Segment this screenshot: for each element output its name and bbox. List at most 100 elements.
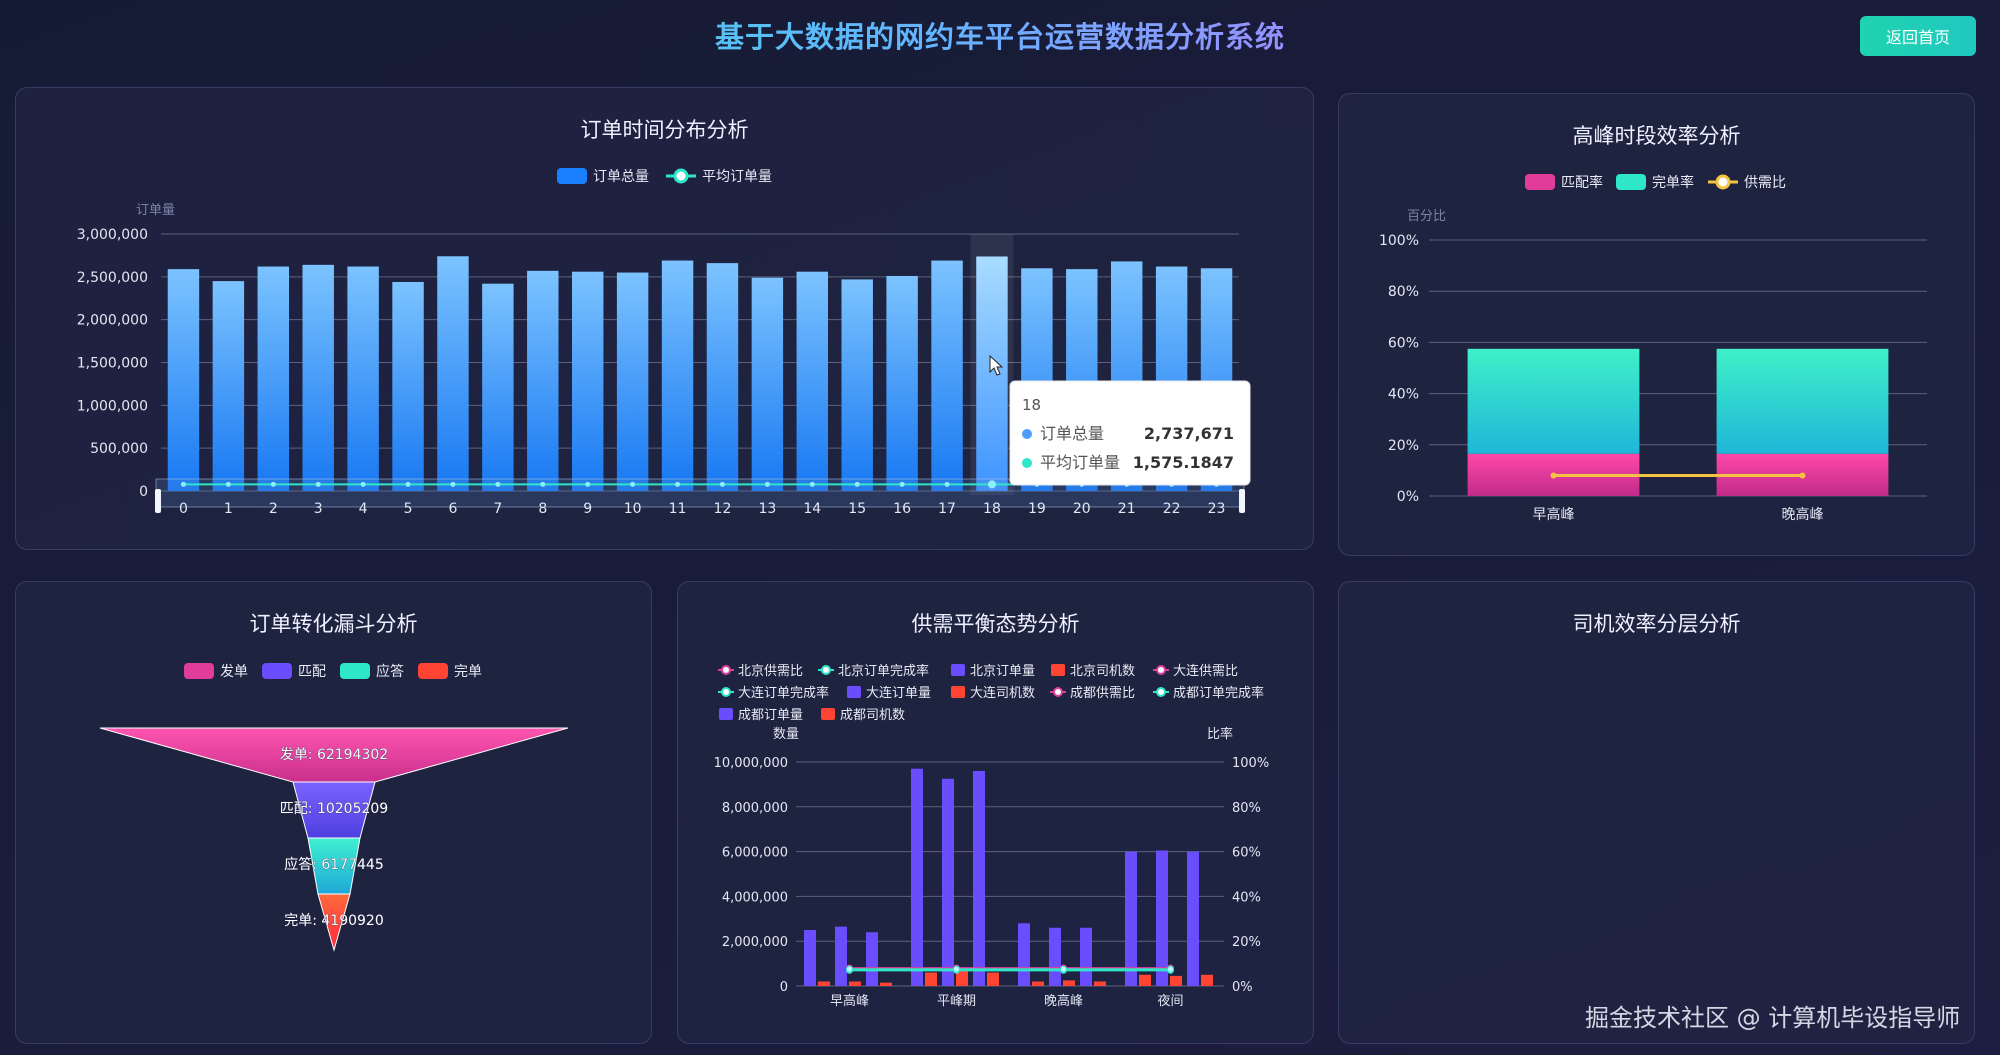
tooltip-value: 1,575.1847 — [1133, 453, 1234, 472]
y-tick-label: 1,500,000 — [77, 356, 148, 372]
point-avg-orders — [675, 481, 681, 487]
tooltip-label: 订单总量 — [1040, 424, 1104, 443]
bar-driver-count — [1094, 981, 1106, 986]
bar-order-total — [167, 269, 200, 491]
bar-complete-rate — [1716, 348, 1889, 454]
x-tick-label: 夜间 — [1157, 994, 1183, 1009]
bar-order-volume — [942, 778, 954, 986]
funnel-segment — [317, 893, 351, 952]
legend-match-rate-swatch — [1525, 174, 1555, 190]
legend-swatch-dot — [1156, 665, 1166, 675]
x-tick-label: 12 — [714, 501, 732, 517]
panel-order-time: 订单时间分布分析 订单总量 平均订单量 订单量 3,000,000 2,500,000 2… — [15, 87, 1314, 550]
bar-order-total — [616, 272, 649, 491]
x-tick-label: 14 — [803, 501, 821, 517]
cursor-icon — [989, 354, 1004, 376]
panel-supply-demand: 供需平衡态势分析 北京供需比 北京订单完成率 北京订单量 北京司机数 大连供需比 大连订单… — [677, 581, 1314, 1044]
tooltip: 18 订单总量 2,737,671 平均订单量 1,575.1847 — [1009, 380, 1251, 486]
legend-label: 北京订单量 — [970, 664, 1035, 679]
order-time-chart[interactable]: 订单总量 平均订单量订单量3,000,0002,500,0002,000,0001… — [16, 88, 1315, 551]
bar-order-volume — [1049, 927, 1061, 986]
bar-order-total — [392, 281, 424, 491]
legend-funnel-0-label: 发单 — [220, 664, 248, 680]
x-tick-label: 18 — [983, 501, 1001, 517]
y-tick-label: 6,000,000 — [722, 846, 788, 861]
y-tick-label: 40% — [1388, 387, 1419, 403]
y-tick-label: 1,000,000 — [77, 398, 148, 414]
x-tick-label: 5 — [404, 501, 413, 517]
point-supply-ratio — [1550, 472, 1557, 479]
bar-order-total — [706, 263, 739, 491]
y-tick-label: 10,000,000 — [714, 756, 788, 771]
y-tick-label: 2,000,000 — [77, 313, 148, 329]
x-tick-label: 4 — [359, 501, 368, 517]
bar-order-total — [571, 271, 604, 491]
bar-driver-count — [1201, 974, 1213, 986]
point-avg-orders — [987, 480, 996, 489]
y2-tick-label: 20% — [1232, 935, 1261, 950]
x-tick-label: 9 — [583, 501, 592, 517]
legend-complete-rate-label: 完单率 — [1652, 174, 1694, 191]
funnel-label: 应答: 6177445 — [284, 856, 384, 873]
panel-funnel: 订单转化漏斗分析 发单 匹配 应答 完单 发单: 62194302 匹配: 1020520… — [15, 581, 652, 1044]
bar-order-volume — [866, 932, 878, 986]
bar-order-total — [931, 260, 963, 491]
y-tick-label: 2,000,000 — [722, 935, 788, 950]
bar-order-total — [527, 270, 559, 491]
legend-supply-ratio-swatch-dot — [1715, 174, 1731, 190]
legend-swatch-dot — [1156, 687, 1166, 697]
tooltip-dot — [1022, 429, 1032, 439]
legend-funnel-3-label: 完单 — [454, 664, 482, 680]
bar-order-total — [661, 260, 694, 491]
y-tick-label: 0 — [139, 484, 148, 500]
home-button[interactable]: 返回首页 — [1860, 16, 1976, 56]
bar-driver-count — [1139, 974, 1151, 986]
legend-swatch — [1051, 664, 1065, 676]
bar-order-total — [257, 266, 290, 491]
bar-driver-count — [880, 982, 892, 986]
bar-order-total — [437, 256, 469, 491]
bar-order-volume — [973, 770, 985, 986]
point-avg-orders — [899, 481, 905, 487]
panel-title: 订单转化漏斗分析 — [249, 612, 418, 636]
y-tick-label: 8,000,000 — [722, 801, 788, 816]
bar-order-total — [482, 283, 514, 491]
legend-funnel-2-label: 应答 — [376, 663, 404, 680]
y-tick-label: 0% — [1397, 489, 1419, 505]
x-tick-label: 13 — [758, 501, 776, 517]
x-tick-label: 6 — [448, 501, 457, 517]
tooltip-dot — [1022, 458, 1032, 468]
bar-order-total — [751, 277, 784, 491]
point-avg-orders — [405, 481, 411, 487]
legend-label: 大连订单完成率 — [738, 685, 829, 701]
bar-order-total — [886, 275, 918, 491]
x-tick-label: 10 — [624, 501, 642, 517]
y-tick-label: 2,500,000 — [77, 270, 148, 286]
legend-order-total-label: 订单总量 — [593, 169, 649, 185]
x-tick-label: 21 — [1118, 501, 1136, 517]
bar-order-total — [796, 271, 829, 491]
panel-driver-efficiency: 司机效率分层分析 — [1338, 581, 1975, 1044]
legend-label: 大连司机数 — [970, 685, 1035, 701]
legend-avg-orders-swatch-dot — [673, 168, 689, 184]
x-tick-label: 晚高峰 — [1044, 993, 1083, 1009]
legend-supply-ratio-label: 供需比 — [1744, 175, 1786, 191]
x-tick-label: 22 — [1163, 501, 1181, 517]
y2-tick-label: 0% — [1232, 980, 1253, 995]
x-tick-label: 17 — [938, 501, 956, 517]
bar-order-total — [302, 264, 334, 491]
bar-driver-count — [1170, 975, 1182, 986]
x-tick-label: 16 — [893, 501, 911, 517]
point-ratio — [846, 965, 853, 973]
y2-tick-label: 60% — [1232, 846, 1261, 861]
y-tick-label: 3,000,000 — [77, 227, 148, 243]
datazoom-handle-right — [1239, 489, 1245, 513]
legend-complete-rate-swatch — [1616, 174, 1646, 190]
point-avg-orders — [809, 481, 815, 487]
x-tick-label: 0 — [179, 501, 188, 517]
legend-label: 成都司机数 — [840, 708, 905, 723]
page-title: 基于大数据的网约车平台运营数据分析系统 — [0, 14, 2000, 56]
